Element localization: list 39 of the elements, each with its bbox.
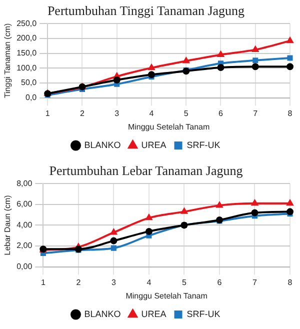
legend-label: BLANKO — [84, 308, 121, 319]
x-tick-label: 8 — [288, 278, 293, 287]
legend-label: SRF-UK — [186, 308, 220, 319]
x-tick-label: 6 — [218, 108, 224, 118]
chart-title: Pertumbuhan Tinggi Tanaman Jagung — [47, 3, 246, 18]
x-tick-label: 1 — [45, 108, 50, 118]
legend-label: UREA — [141, 140, 166, 150]
x-tick-label: 4 — [149, 108, 154, 118]
x-axis-title: Minggu Setelah Tanam — [128, 122, 210, 132]
y-tick-label: 250,0 — [16, 18, 38, 28]
x-tick-label: 6 — [217, 278, 222, 287]
legend-label: UREA — [141, 308, 166, 319]
x-tick-label: 8 — [288, 108, 293, 118]
x-tick-label: 2 — [76, 278, 82, 287]
x-tick-label: 2 — [80, 108, 86, 118]
chart-title: Pertumbuhan Lebar Tanaman Jagung — [49, 163, 244, 178]
x-tick-label: 3 — [111, 278, 116, 287]
x-tick-label: 3 — [114, 108, 120, 118]
y-axis-title: Lebar Daun (cm) — [3, 194, 12, 256]
x-tick-label: 4 — [146, 278, 152, 287]
y-tick-label: 50,0 — [21, 78, 38, 88]
x-tick-label: 5 — [182, 278, 187, 287]
x-tick-label: 7 — [252, 278, 258, 287]
x-tick-label: 5 — [184, 108, 189, 118]
y-tick-label: 2,00 — [16, 241, 33, 250]
legend-label: SRF-UK — [186, 140, 220, 150]
y-tick-label: 200,0 — [16, 34, 38, 43]
y-axis-title: Tinggi Tanaman (cm) — [3, 23, 12, 98]
x-tick-label: 1 — [40, 278, 46, 287]
y-tick-label: 150,0 — [16, 48, 38, 58]
x-tick-label: 7 — [253, 108, 258, 118]
x-axis-title: Minggu Setelah Tanam — [126, 291, 208, 300]
y-tick-label: 100,0 — [16, 63, 38, 72]
y-tick-label: 6,00 — [16, 200, 33, 209]
y-tick-label: 0,00 — [16, 262, 33, 272]
legend-label: BLANKO — [84, 140, 121, 150]
y-tick-label: 8,00 — [16, 178, 33, 188]
y-tick-label: 0,0 — [25, 93, 38, 102]
y-tick-label: 4,00 — [16, 220, 33, 230]
